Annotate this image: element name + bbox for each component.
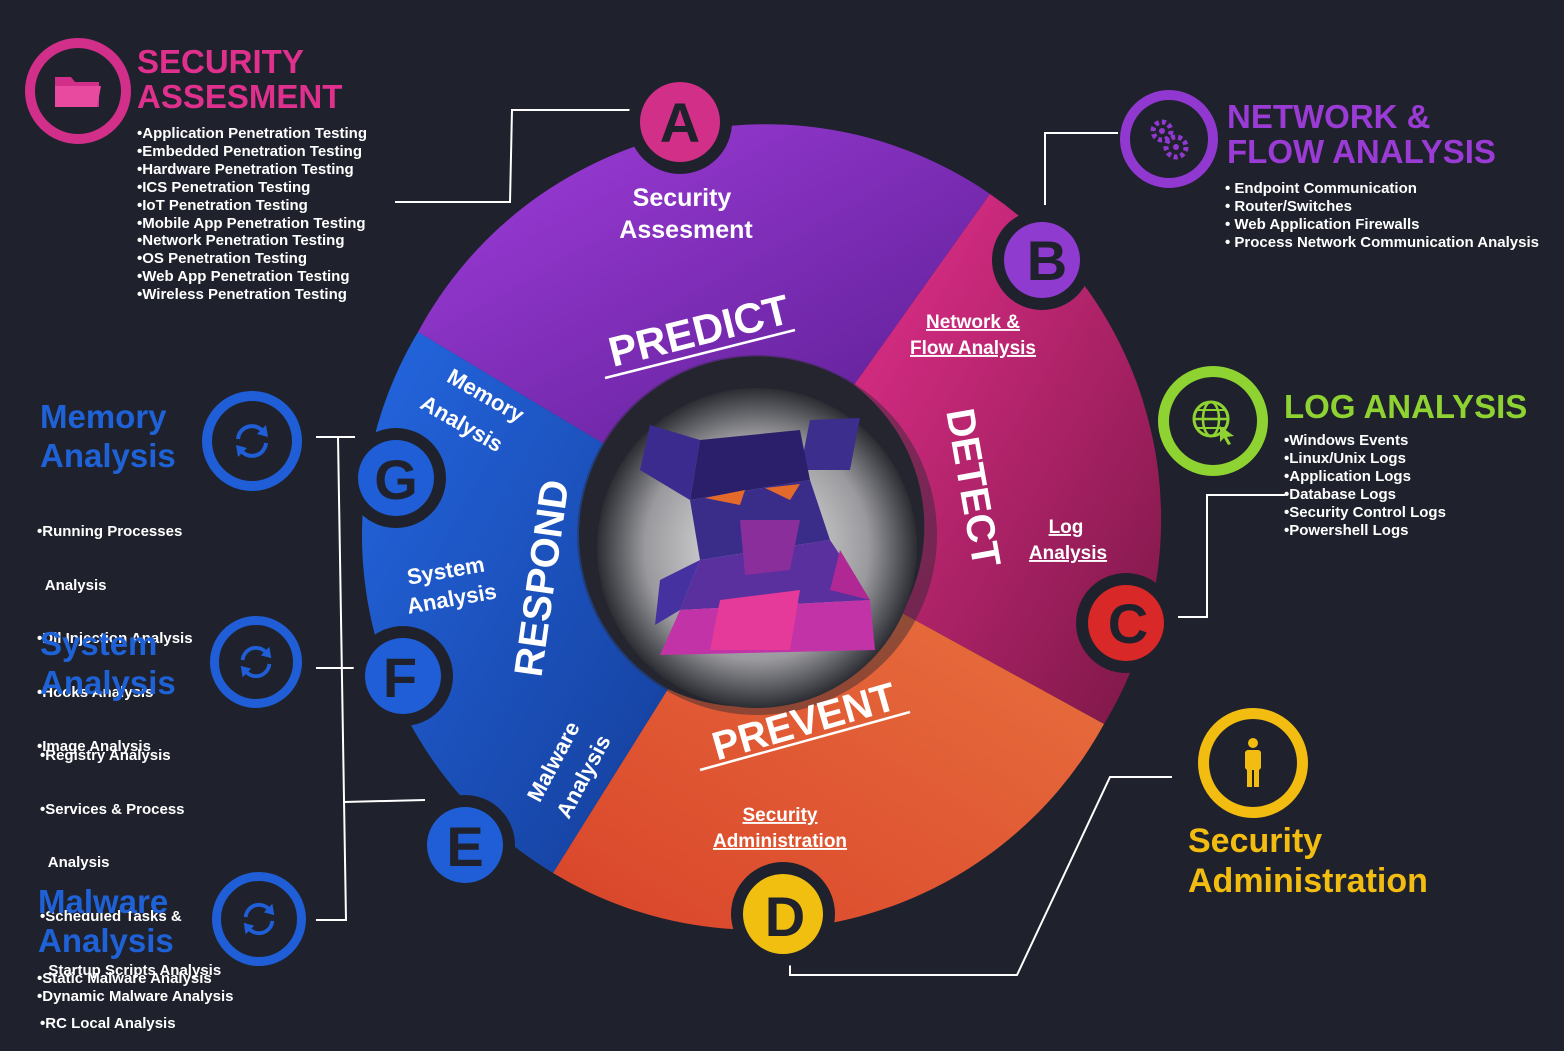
label-security-assesment-2: Assesment xyxy=(619,216,753,244)
label-log-1: Log xyxy=(1049,517,1084,538)
list-item: •Embedded Penetration Testing xyxy=(137,143,367,161)
badge-g-letter: G xyxy=(374,448,418,511)
list-item: •Hardware Penetration Testing xyxy=(137,161,367,179)
list-item: Analysis xyxy=(40,854,221,872)
gears-icon xyxy=(1146,116,1192,162)
list-item: •Database Logs xyxy=(1284,486,1446,504)
list-item: •Dynamic Malware Analysis xyxy=(37,988,233,1006)
list-item: Analysis xyxy=(37,577,193,595)
list-item: •Application Penetration Testing xyxy=(137,125,367,143)
memory-icon-ring[interactable] xyxy=(202,391,302,491)
badge-f[interactable]: F xyxy=(353,626,453,726)
list-item: •Web App Penetration Testing xyxy=(137,268,367,286)
list-item: •Static Malware Analysis xyxy=(37,970,233,988)
list-item: •Powershell Logs xyxy=(1284,522,1446,540)
badge-b[interactable]: B xyxy=(992,210,1092,310)
malware-list: •Static Malware Analysis •Dynamic Malwar… xyxy=(37,970,233,1006)
malware-title-1: Malware xyxy=(38,885,174,920)
label-network-2: Flow Analysis xyxy=(910,338,1036,359)
badge-a[interactable]: A xyxy=(628,70,732,174)
security-assesment-list: •Application Penetration Testing •Embedd… xyxy=(137,125,367,304)
network-title-2: FLOW ANALYSIS xyxy=(1227,135,1496,170)
label-admin-2: Administration xyxy=(713,831,847,852)
security-assesment-title-2: ASSESMENT xyxy=(137,80,342,115)
connector-c xyxy=(1178,495,1285,617)
badge-a-letter: A xyxy=(660,91,700,154)
badge-f-letter: F xyxy=(383,646,417,709)
label-security-assesment-1: Security xyxy=(633,184,732,212)
badge-e-letter: E xyxy=(446,815,483,878)
label-log-2: Analysis xyxy=(1029,543,1107,564)
list-item: •Services & Process xyxy=(40,801,221,819)
admin-title-1: Security xyxy=(1188,824,1428,860)
list-item: •ICS Penetration Testing xyxy=(137,179,367,197)
list-item: •Mobile App Penetration Testing xyxy=(137,215,367,233)
list-item: •IoT Penetration Testing xyxy=(137,197,367,215)
log-title: LOG ANALYSIS xyxy=(1284,390,1527,425)
badge-c-letter: C xyxy=(1108,592,1148,655)
list-item: •OS Penetration Testing xyxy=(137,250,367,268)
list-item: •Linux/Unix Logs xyxy=(1284,450,1446,468)
list-item: • Process Network Communication Analysis xyxy=(1225,234,1539,252)
list-item: •Application Logs xyxy=(1284,468,1446,486)
admin-title-2: Administration xyxy=(1188,864,1428,900)
badge-b-letter: B xyxy=(1027,229,1067,292)
admin-icon-ring[interactable] xyxy=(1198,708,1308,818)
connector-b xyxy=(1045,133,1118,205)
memory-title-1: Memory xyxy=(40,400,176,435)
malware-title-2: Analysis xyxy=(38,924,174,959)
list-item: • Endpoint Communication xyxy=(1225,180,1539,198)
refresh-icon xyxy=(238,898,280,940)
label-network-1: Network & xyxy=(926,312,1020,333)
log-icon-ring[interactable] xyxy=(1158,366,1268,476)
folder-icon xyxy=(53,71,103,111)
memory-title-2: Analysis xyxy=(40,439,176,474)
list-item: •Wireless Penetration Testing xyxy=(137,286,367,304)
list-item: • Router/Switches xyxy=(1225,198,1539,216)
list-item: •Windows Events xyxy=(1284,432,1446,450)
network-title-1: NETWORK & xyxy=(1227,100,1496,135)
list-item: •Network Penetration Testing xyxy=(137,232,367,250)
refresh-icon xyxy=(235,641,277,683)
badge-e[interactable]: E xyxy=(415,795,515,895)
network-icon-ring[interactable] xyxy=(1120,90,1218,188)
network-list: • Endpoint Communication • Router/Switch… xyxy=(1225,180,1539,252)
badge-g[interactable]: G xyxy=(346,428,446,528)
connector-left-e xyxy=(344,800,425,802)
system-title-1: System xyxy=(40,627,176,662)
list-item: •Security Control Logs xyxy=(1284,504,1446,522)
connector-left-bracket xyxy=(316,437,346,920)
person-icon xyxy=(1238,737,1268,789)
log-list: •Windows Events •Linux/Unix Logs •Applic… xyxy=(1284,432,1446,539)
security-assesment-icon-ring[interactable] xyxy=(25,38,131,144)
badge-d-letter: D xyxy=(765,885,805,948)
system-icon-ring[interactable] xyxy=(210,616,302,708)
list-item: •Registry Analysis xyxy=(40,747,221,765)
list-item: •Running Processes xyxy=(37,523,193,541)
malware-icon-ring[interactable] xyxy=(212,872,306,966)
badge-d[interactable]: D xyxy=(731,862,835,966)
system-title-2: Analysis xyxy=(40,666,176,701)
security-assesment-title-1: SECURITY xyxy=(137,45,342,80)
list-item: •RC Local Analysis xyxy=(40,1015,221,1033)
label-admin-1: Security xyxy=(743,805,818,826)
badge-c[interactable]: C xyxy=(1076,573,1176,673)
list-item: • Web Application Firewalls xyxy=(1225,216,1539,234)
refresh-icon xyxy=(230,419,274,463)
globe-cursor-icon xyxy=(1188,396,1238,446)
